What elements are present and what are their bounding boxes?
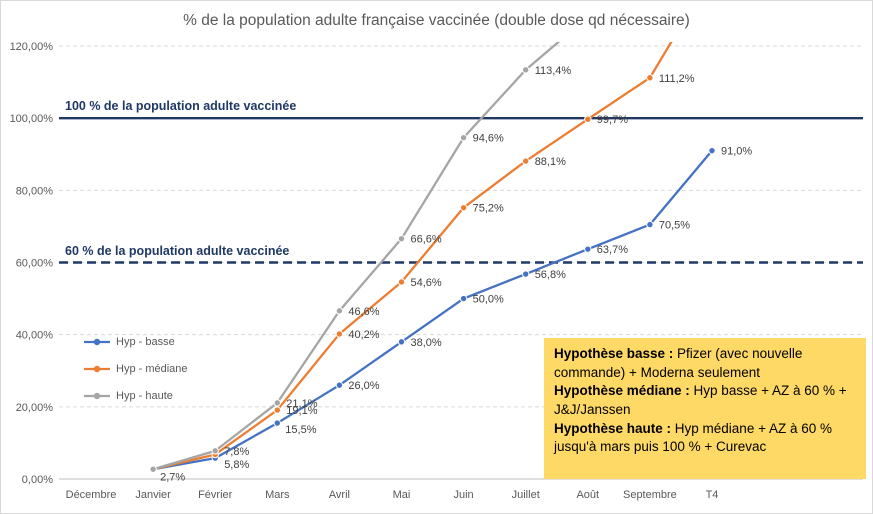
legend-swatch-hyp-basse [84,338,110,345]
y-axis-tick-label: 80,00% [16,185,54,197]
data-point [273,419,281,427]
data-label: 91,0% [721,146,752,158]
data-point [459,203,468,212]
x-axis-category-label: Avril [329,489,350,501]
legend-item-hyp-mediane: Hyp - médiane [84,355,188,382]
x-axis-category-label: Juin [454,489,474,501]
y-axis-tick-label: 20,00% [16,402,54,414]
note-line-basse: Hypothèse basse : Pfizer (avec nouvelle … [554,346,803,380]
data-label: 94,6% [473,133,504,145]
x-axis-category-label: Mars [265,489,290,501]
data-label: 113,4% [535,65,572,77]
data-point [273,399,281,407]
series-line-1 [151,42,673,471]
data-label: 75,2% [473,203,504,215]
data-label: 56,8% [535,269,566,281]
data-label: 7,8% [224,446,249,458]
x-axis-category-label: T4 [706,489,719,501]
data-label: 66,6% [411,234,442,246]
y-axis-tick-label: 0,00% [22,474,53,486]
legend-item-hyp-haute: Hyp - haute [84,382,188,409]
series-line-2 [151,42,561,471]
y-axis-tick-label: 40,00% [16,330,54,342]
data-point [459,133,468,142]
hypotheses-note-box: Hypothèse basse : Pfizer (avec nouvelle … [544,338,866,479]
data-point [335,381,344,389]
note-line-mediane: Hypothèse médiane : Hyp basse + AZ à 60 … [554,383,847,417]
data-label: 19,1% [286,405,317,417]
legend-item-hyp-basse: Hyp - basse [84,328,188,355]
data-label: 38,0% [411,337,442,349]
data-point [149,465,157,473]
data-point [522,157,530,165]
data-label: 21,1% [286,398,317,410]
note-line-haute: Hypothèse haute : Hyp médiane + AZ à 60 … [554,420,832,455]
data-point [584,245,592,253]
data-label: 63,7% [597,244,628,256]
legend-label-hyp-haute: Hyp - haute [116,389,173,402]
data-point [522,66,530,74]
data-label: 99,7% [597,114,628,126]
data-label: 54,6% [411,277,442,289]
legend-label-hyp-basse: Hyp - basse [116,335,175,348]
data-label: 46,6% [348,306,379,318]
data-label: 50,0% [473,294,504,306]
x-axis-category-label: Août [576,489,599,501]
data-point [708,146,716,155]
series-line-0 [151,149,714,471]
x-axis-category-label: Décembre [66,489,117,501]
x-axis-category-label: Mai [393,489,411,501]
data-label: 40,2% [348,329,379,341]
x-axis-category-label: Juillet [512,489,540,501]
data-point [584,115,592,123]
data-point [522,270,530,278]
data-label: 15,5% [285,424,316,436]
data-point [397,234,406,243]
data-point [273,406,281,414]
legend-swatch-hyp-mediane [84,365,110,372]
chart-title: % de la population adulte française vacc… [183,12,690,29]
y-axis-tick-label: 60,00% [16,258,54,270]
legend-swatch-hyp-haute [84,392,110,399]
data-point [459,294,468,303]
ref-line-label-60pct: 60 % de la population adulte vaccinée [65,244,290,258]
data-point [397,278,406,286]
data-label: 26,0% [348,380,379,392]
y-axis-tick-label: 100,00% [10,113,54,125]
data-point [211,447,219,455]
x-axis-category-label: Janvier [135,489,171,501]
ref-line-label-100pct: 100 % de la population adulte vaccinée [65,99,297,113]
data-label: 5,8% [224,459,249,471]
data-point [335,330,344,338]
data-label: 70,5% [659,220,690,232]
data-point [646,220,654,229]
x-axis-category-label: Février [198,489,233,501]
chart-legend: Hyp - basse Hyp - médiane Hyp - haute [84,328,188,409]
data-label: 111,2% [659,73,695,85]
legend-label-hyp-mediane: Hyp - médiane [116,362,188,375]
data-label: 2,7% [160,471,185,483]
y-axis-tick-label: 120,00% [10,41,54,53]
data-point [646,74,654,82]
x-axis-category-label: Septembre [623,489,677,501]
data-label: 88,1% [535,156,566,168]
data-point [397,338,406,346]
data-point [335,307,344,315]
